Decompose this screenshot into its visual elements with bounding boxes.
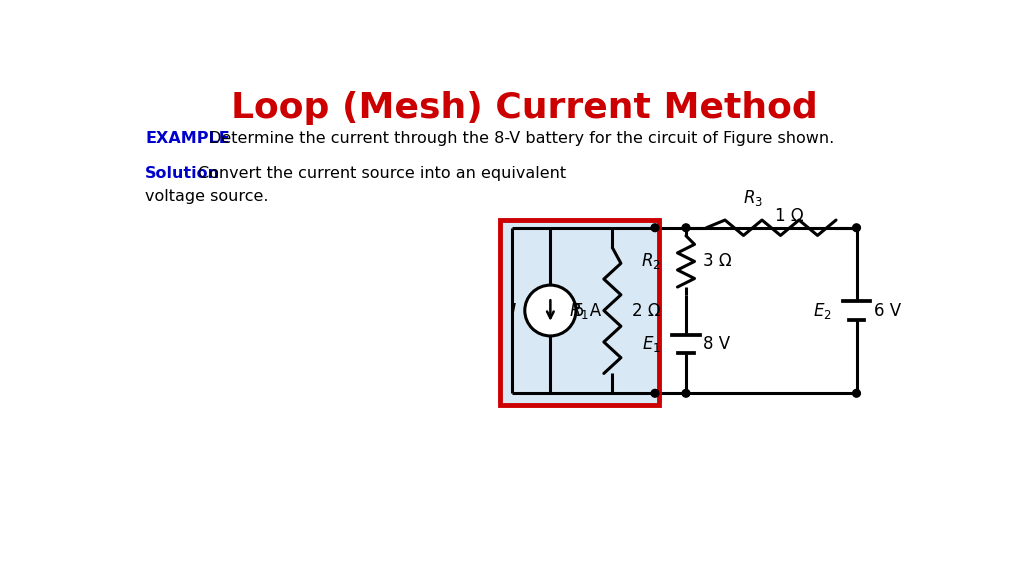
Bar (500, 220, 658, 405)
Circle shape (651, 389, 658, 397)
Text: EXAMPLE: EXAMPLE (145, 131, 229, 146)
Text: Determine the current through the 8-V battery for the circuit of Figure shown.: Determine the current through the 8-V ba… (209, 131, 835, 146)
Bar (500, 220, 658, 405)
Text: Convert the current source into an equivalent: Convert the current source into an equiv… (198, 166, 566, 181)
Text: Solution: Solution (145, 166, 220, 181)
Text: $E_2$: $E_2$ (813, 301, 831, 320)
Circle shape (682, 389, 690, 397)
Text: $E_1$: $E_1$ (642, 334, 662, 354)
Text: 8 V: 8 V (703, 335, 730, 353)
Circle shape (524, 285, 575, 336)
Text: 6 V: 6 V (873, 301, 901, 320)
Text: 5 A: 5 A (574, 301, 601, 320)
Text: 2 Ω: 2 Ω (632, 301, 660, 320)
Text: $R_1$: $R_1$ (569, 301, 589, 320)
Circle shape (853, 224, 860, 232)
Text: 1 Ω: 1 Ω (775, 207, 804, 225)
Text: $R_3$: $R_3$ (743, 188, 764, 209)
Circle shape (651, 224, 658, 232)
Text: Loop (Mesh) Current Method: Loop (Mesh) Current Method (231, 90, 818, 124)
Circle shape (682, 224, 690, 232)
Text: $I$: $I$ (510, 301, 516, 320)
Text: 3 Ω: 3 Ω (703, 252, 732, 270)
Circle shape (853, 389, 860, 397)
Text: voltage source.: voltage source. (145, 190, 268, 204)
Text: $R_2$: $R_2$ (641, 252, 662, 271)
